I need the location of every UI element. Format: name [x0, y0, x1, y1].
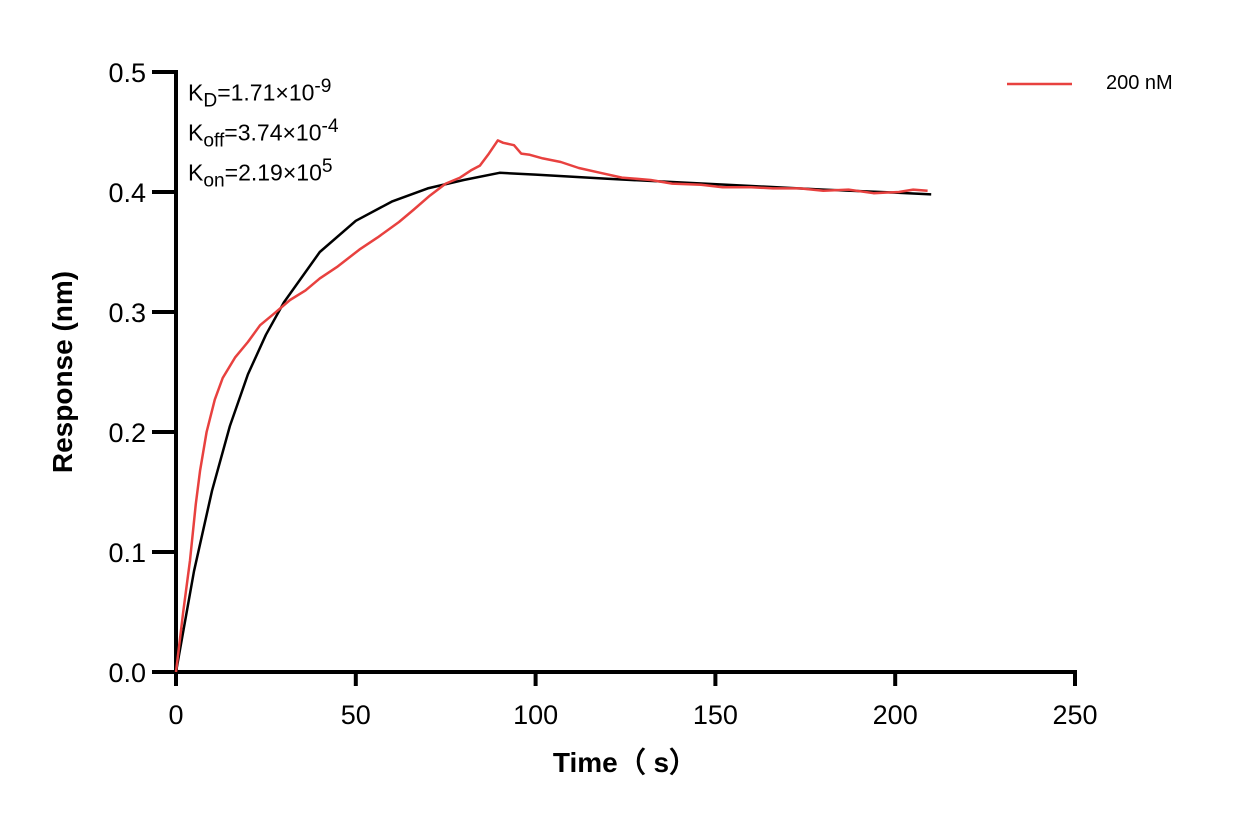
series-200nM-line — [174, 139, 928, 673]
fit-curve-line — [174, 171, 932, 673]
x-tick-label: 0 — [168, 700, 183, 730]
y-tick-label: 0.0 — [108, 658, 146, 688]
x-tick-label: 250 — [1052, 700, 1097, 730]
y-axis-label: Response (nm) — [47, 271, 78, 473]
x-axis-label: Time（ s） — [553, 746, 697, 778]
axes: 0 50 100 150 200 250 0.0 0.1 0.2 0.3 0.4 0.5 — [108, 58, 1097, 730]
y-tick-label: 0.1 — [108, 538, 146, 568]
y-tick-label: 0.5 — [108, 58, 146, 88]
x-tick-label: 150 — [693, 700, 738, 730]
kon-annotation: Kon=2.19×105 — [188, 156, 333, 192]
y-tick-label: 0.3 — [108, 298, 146, 328]
y-tick-label: 0.4 — [108, 178, 146, 208]
y-tick-label: 0.2 — [108, 418, 146, 448]
x-tick-label: 100 — [513, 700, 558, 730]
series-lines — [174, 139, 932, 673]
x-tick-label: 200 — [873, 700, 918, 730]
x-tick-label: 50 — [341, 700, 371, 730]
kd-annotation: KD=1.71×10-9 — [188, 76, 332, 112]
legend-label: 200 nM — [1106, 72, 1173, 94]
koff-annotation: Koff=3.74×10-4 — [188, 116, 339, 152]
